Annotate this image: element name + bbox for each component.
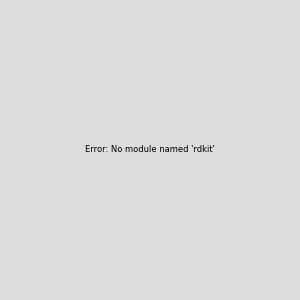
Text: Error: No module named 'rdkit': Error: No module named 'rdkit' <box>85 146 215 154</box>
